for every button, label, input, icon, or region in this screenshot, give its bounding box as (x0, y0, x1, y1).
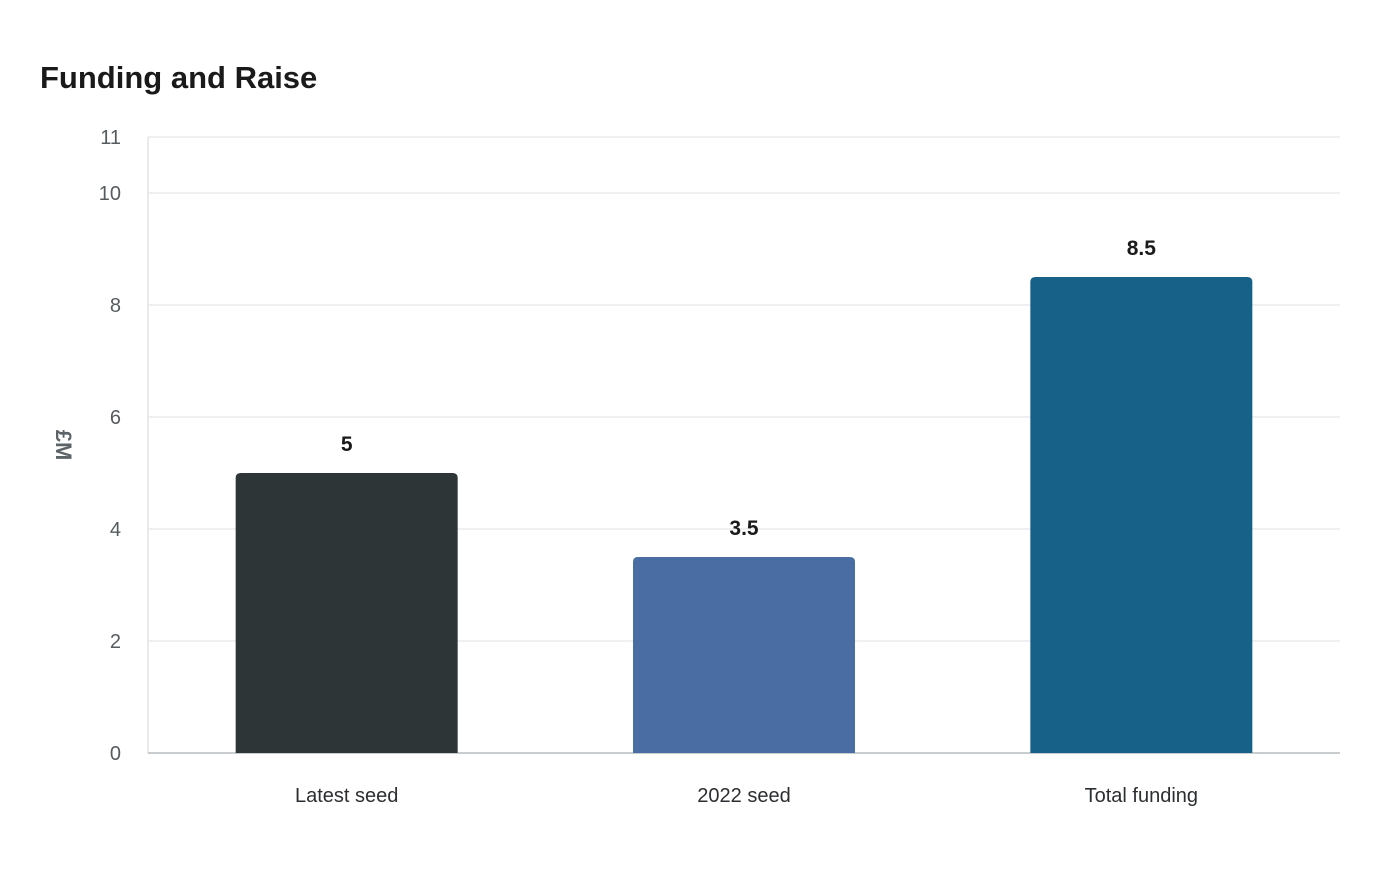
data-label-1: 3.5 (729, 517, 759, 540)
chart-title: Funding and Raise (40, 60, 318, 95)
y-tick-label: 2 (110, 631, 121, 653)
y-tick-label: 8 (110, 295, 121, 317)
y-tick-label: 0 (110, 743, 121, 765)
bars (235, 277, 1253, 753)
y-tick-label: 11 (100, 127, 121, 149)
category-label-0: Latest seed (295, 785, 398, 807)
category-label-2: Total funding (1085, 785, 1198, 807)
category-labels: Latest seed 2022 seed Total funding (295, 785, 1198, 807)
y-tick-label: 10 (99, 183, 121, 205)
y-tick-labels: 0 2 4 6 8 10 11 (99, 127, 121, 765)
category-label-1: 2022 seed (697, 785, 790, 807)
y-axis-title: £M (51, 430, 76, 461)
y-tick-label: 6 (110, 407, 121, 429)
data-label-2: 8.5 (1127, 237, 1157, 260)
data-label-0: 5 (341, 433, 353, 456)
bar-0 (235, 473, 458, 753)
bar-2 (1030, 277, 1253, 753)
y-tick-label: 4 (110, 519, 121, 541)
bar-1 (633, 557, 855, 753)
data-labels: 5 3.5 8.5 (341, 237, 1156, 540)
